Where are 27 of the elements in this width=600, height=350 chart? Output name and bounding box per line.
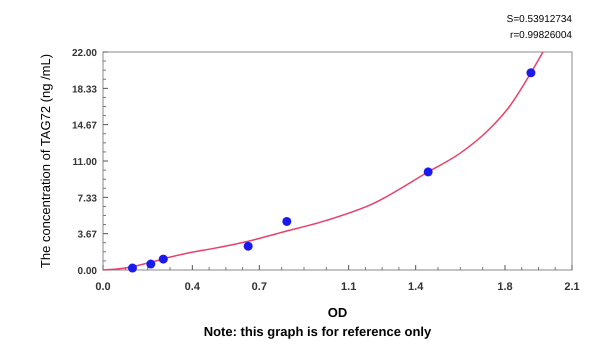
- x-tick-label: 1.4: [408, 281, 424, 293]
- point: [128, 264, 137, 273]
- text: Note: this graph is for reference only: [204, 324, 432, 339]
- x-tick-label: 0.0: [95, 281, 111, 293]
- y-tick-label: 14.67: [72, 120, 98, 132]
- y-tick-label: 11.00: [72, 157, 98, 168]
- y-tick-label: 0.00: [78, 266, 98, 277]
- text: S=0.53912734: [506, 14, 572, 25]
- y-tick-label: 22.00: [72, 48, 98, 59]
- y-tick-label: 3.67: [78, 230, 98, 241]
- point: [244, 242, 253, 251]
- x-tick-label: 1.1: [341, 281, 356, 293]
- y-tick-label: 18.33: [72, 84, 98, 96]
- point: [158, 254, 168, 264]
- x-tick-label: 1.8: [497, 281, 513, 293]
- y-tick-label: 7.33: [78, 193, 98, 204]
- x-tick-label: 2.1: [564, 281, 580, 293]
- x-tick-label: 0.7: [252, 281, 267, 293]
- point: [146, 260, 156, 269]
- y-axis-title: The concentration of TAG72 (ng /mL): [38, 54, 53, 268]
- line-series: [102, 51, 544, 271]
- point: [526, 68, 536, 78]
- x-axis-title: OD: [328, 305, 348, 320]
- x-tick-label: 0.4: [184, 281, 201, 293]
- text: r=0.99826004: [510, 30, 572, 41]
- point: [282, 216, 292, 226]
- point: [424, 167, 433, 176]
